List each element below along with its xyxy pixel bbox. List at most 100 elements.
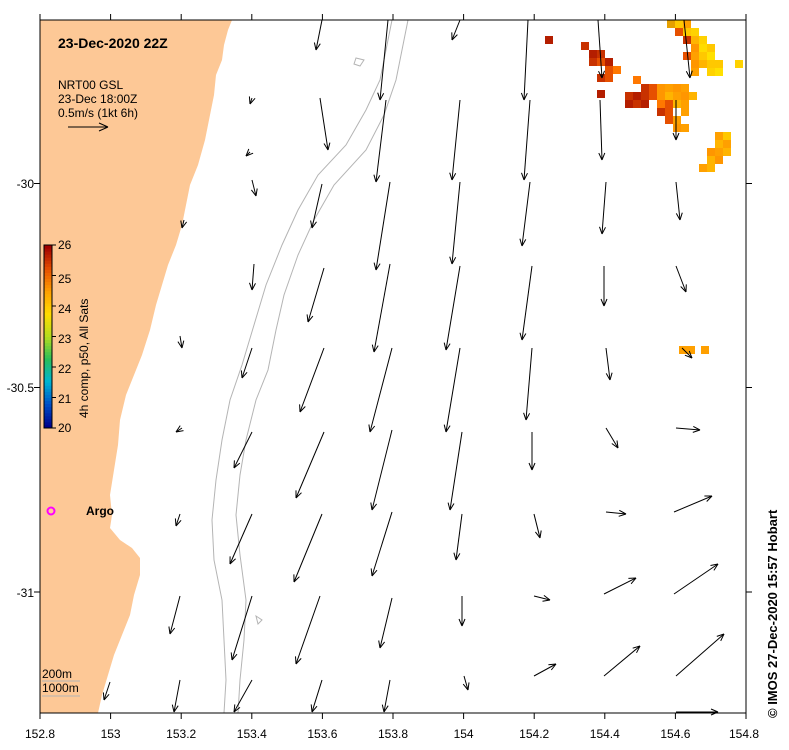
current-vector [310,679,323,713]
current-vector [373,99,387,183]
isobath-legend-200m: 200m [42,667,72,681]
current-vector [598,99,606,161]
colorbar-swatch [44,263,52,267]
current-vector [675,181,683,221]
colorbar-swatch [44,394,52,398]
x-axis-labels: 152.8 153 153.2 153.4 153.6 153.8 154 15… [25,727,759,741]
argo-label: Argo [86,504,114,518]
sst-pixel [699,52,707,60]
sst-pixel [681,108,689,116]
colorbar-swatch [44,275,52,280]
current-vector [378,597,393,649]
colorbar: 26 25 24 23 22 21 20 4h comp, p50, All S… [43,238,91,435]
sst-pixel [715,132,723,140]
y-tick-label: -30.5 [7,381,35,395]
colorbar-swatch [44,360,52,365]
isobath-200m [211,19,393,714]
sst-pixel [699,36,707,44]
colorbar-swatch [44,293,52,298]
colorbar-ticks [52,244,56,429]
sst-pixel [715,68,723,76]
current-vector [293,513,323,583]
colorbar-tick-label: 23 [58,332,72,346]
sst-pixel [597,74,605,82]
colorbar-swatch [44,339,52,344]
colorbar-swatch [44,248,52,252]
sst-pixel [633,92,641,100]
colorbar-swatch [44,327,52,331]
current-vector [295,595,321,665]
y-tick-label: -30 [17,177,35,191]
bathymetry-contours [211,19,409,714]
x-tick-label: 153.4 [237,727,267,741]
sst-pixel [707,148,715,156]
current-vector [462,675,470,691]
current-vector [603,645,641,677]
x-tick-label: 153.8 [378,727,408,741]
current-vector [295,431,325,499]
sst-pixel [625,100,633,108]
x-tick-label: 153.6 [307,727,337,741]
colorbar-swatch [44,345,52,350]
sst-pixel [665,100,673,108]
sst-pixel [723,132,731,140]
colorbar-swatch [44,424,52,429]
sst-pixel [715,156,723,164]
current-vector [675,633,725,677]
product-line-3: 0.5m/s (1kt 6h) [58,106,138,120]
current-vector [673,563,719,595]
colorbar-swatch [44,415,52,420]
x-tick-label: 154.8 [729,727,759,741]
sst-pixel [649,84,657,92]
current-vector [603,577,637,595]
colorbar-swatch [44,266,52,270]
sst-pixel [665,108,673,116]
sst-pixel [545,36,553,44]
current-vector [519,181,531,247]
colorbar-swatch [44,397,52,402]
colorbar-swatch [44,357,52,362]
x-tick-label: 153.2 [166,727,196,741]
colorbar-tick-label: 24 [58,302,72,316]
current-vector [520,19,529,101]
current-vector [248,96,256,105]
colorbar-tick-label: 25 [58,272,72,286]
sst-pixel [691,68,699,76]
sst-pixel [633,100,641,108]
isobath-legend-1000m: 1000m [42,681,79,695]
current-vector [675,425,701,433]
colorbar-swatch [44,302,52,307]
sst-pixel [681,92,689,100]
colorbar-swatch [44,342,52,347]
colorbar-swatch [44,306,52,310]
sst-pixel [605,74,613,82]
colorbar-swatch [44,284,52,289]
colorbar-swatch [44,418,52,423]
current-vector [519,265,533,341]
sst-pixel [649,92,657,100]
current-vector [310,183,323,229]
sst-pixel [691,44,699,52]
sst-pixel [723,140,731,148]
sst-pixel [707,52,715,60]
sst-pixel [657,100,665,108]
sst-pixel [605,58,613,66]
colorbar-swatch [44,382,52,386]
colorbar-swatch [44,296,52,301]
colorbar-gradient [44,245,52,429]
colorbar-swatch [44,363,52,368]
sst-pixel [683,28,691,36]
current-vectors [102,19,725,716]
coastline-land [40,20,232,713]
current-vector [453,513,463,561]
colorbar-swatch [44,388,52,392]
seamount-contour [353,57,365,67]
sst-pixel [681,100,689,108]
sst-pixel [683,20,691,28]
axis-ticks [34,14,752,719]
current-vector [368,347,393,433]
current-vector [233,679,253,713]
sst-pixel [715,60,723,68]
current-vector [377,19,389,101]
